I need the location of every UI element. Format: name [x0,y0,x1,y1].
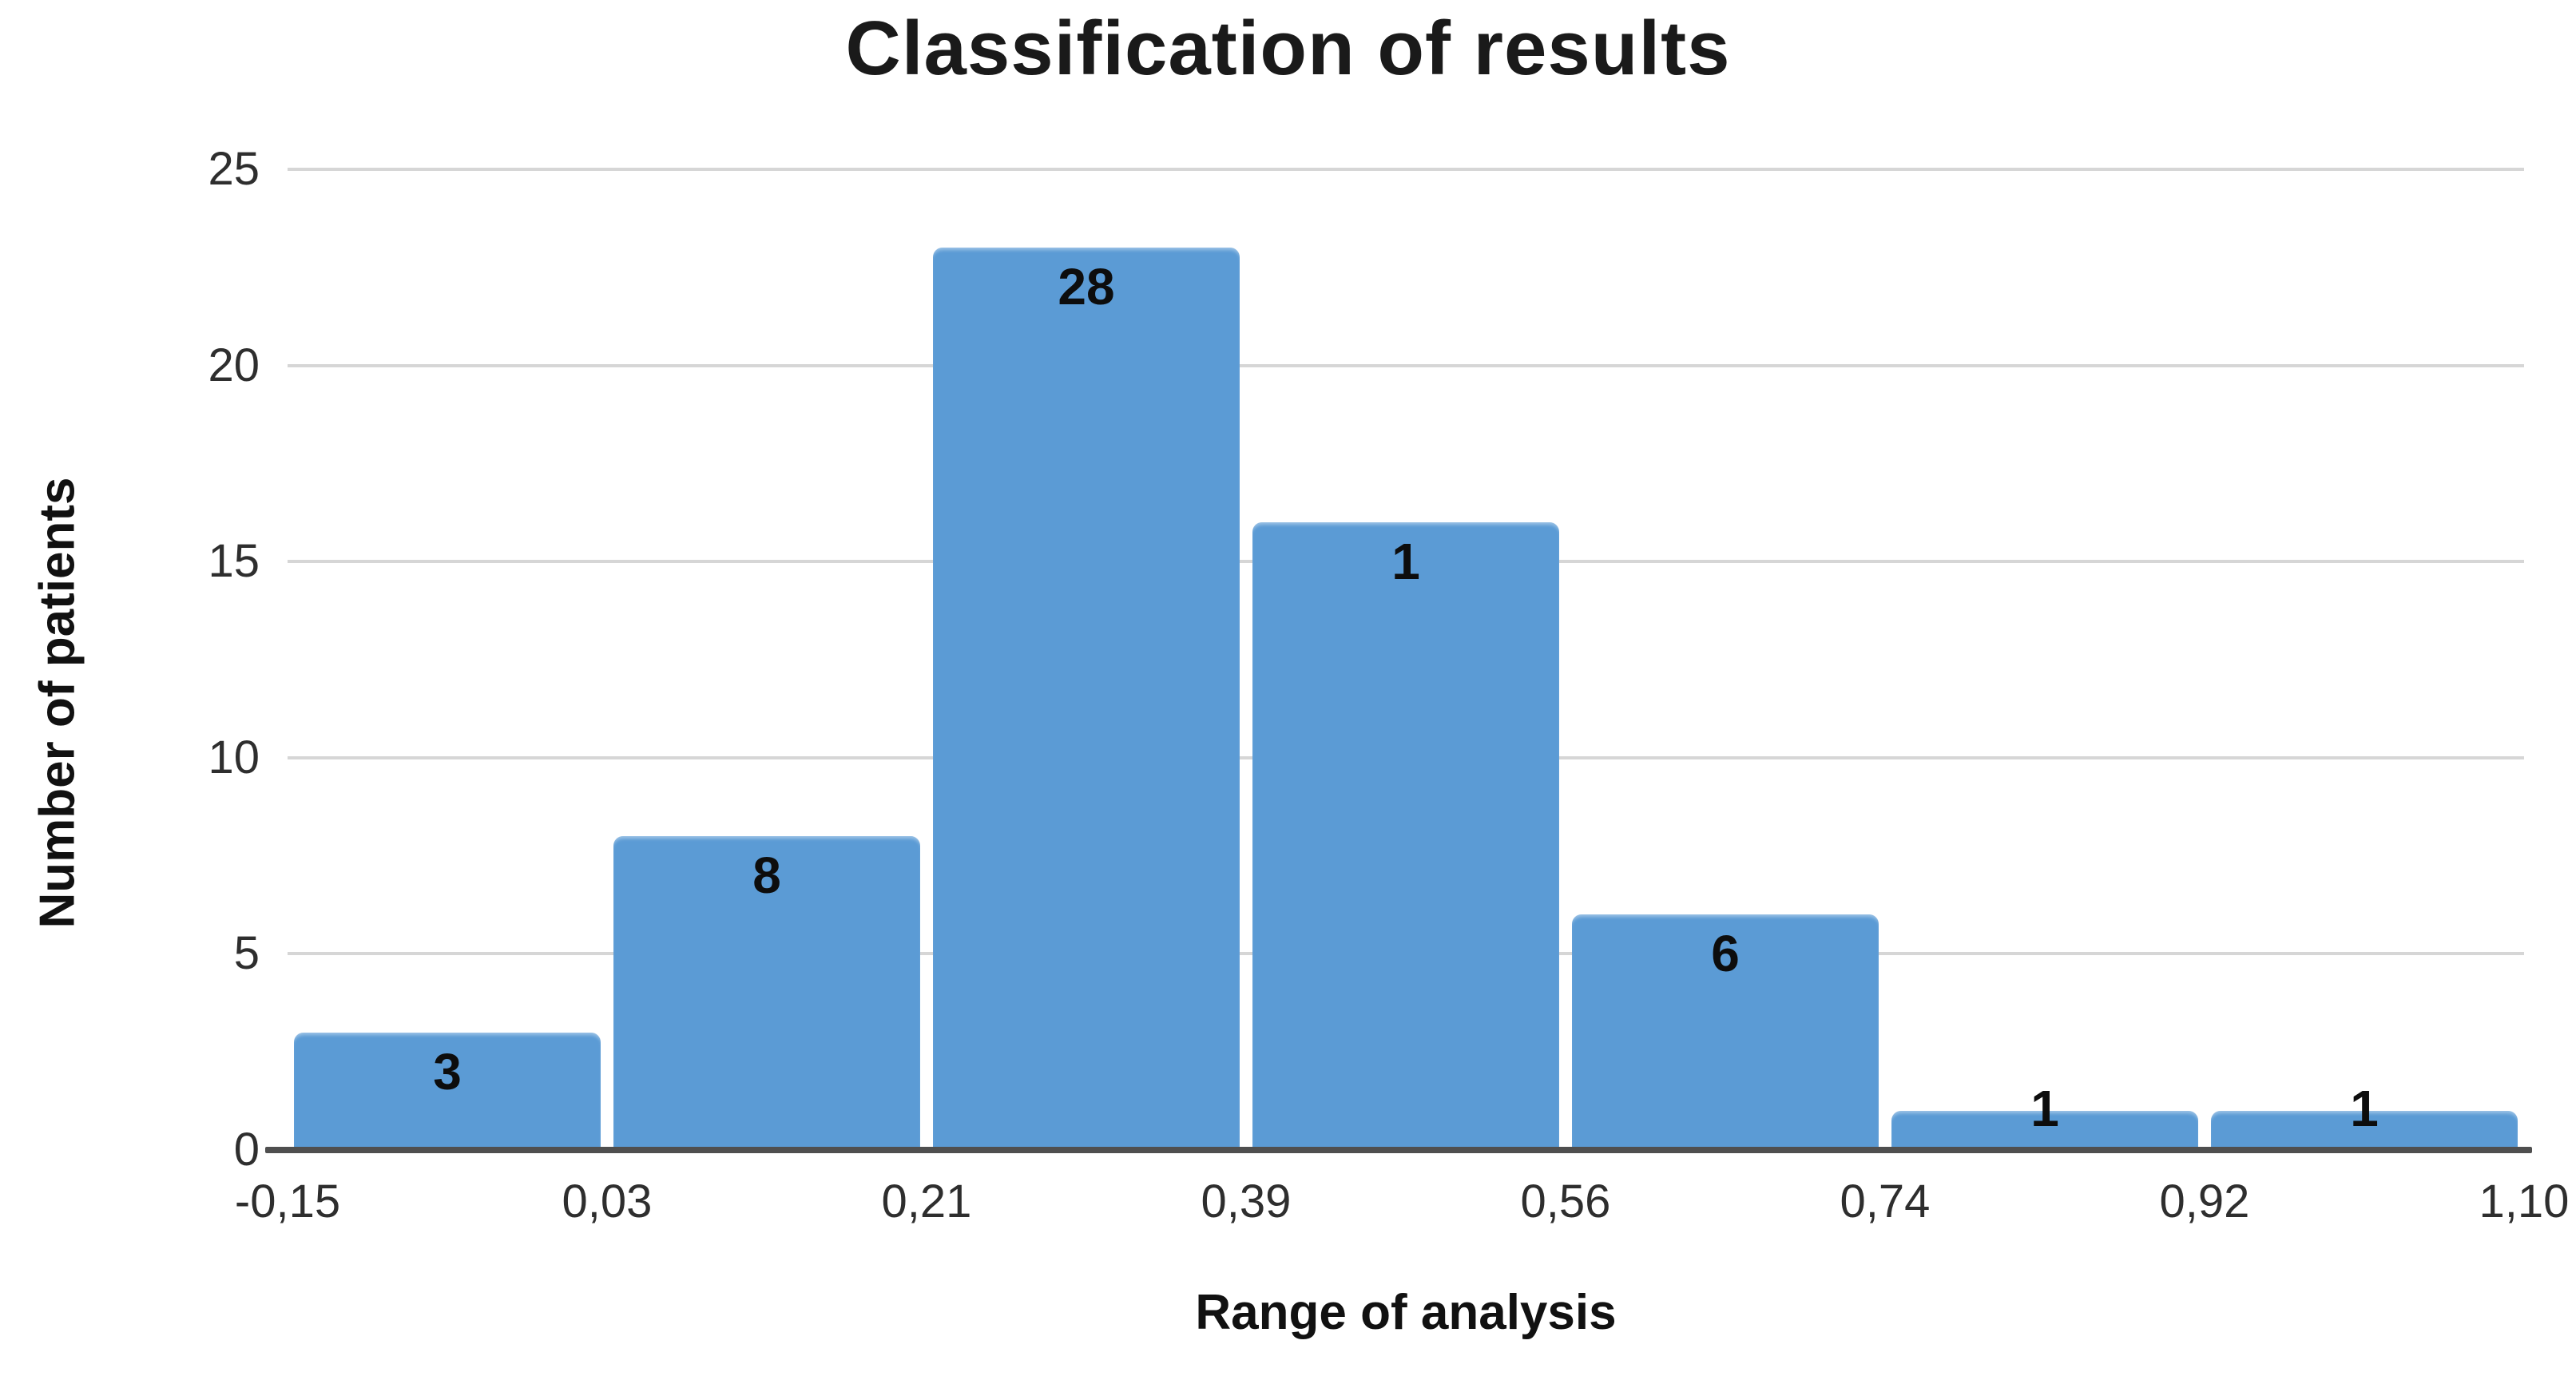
y-tick-label: 20 [208,339,260,391]
x-tick-label: 0,21 [881,1176,972,1227]
bar-value-label: 1 [2350,1079,2379,1137]
x-tick-label: 0,56 [1520,1176,1611,1227]
y-tick-label: 15 [208,535,260,588]
histogram-bar [613,836,920,1150]
y-tick-label: 10 [208,731,260,783]
x-tick-label: 0,39 [1201,1176,1292,1227]
x-tick-labels: -0,15 0,03 0,21 0,39 0,56 0,74 0,92 1,10 [235,1174,2570,1246]
x-tick-label: 0,74 [1840,1176,1931,1227]
x-tick-label: -0,15 [234,1176,341,1227]
gridline [288,363,2524,367]
histogram-bar [1572,914,1879,1150]
y-tick-labels: 25 20 15 10 5 0 [0,143,260,1176]
x-tick-label: 0,03 [562,1176,653,1227]
y-tick-label: 0 [233,1124,260,1176]
plot-area: 3 8 28 1 6 1 1 [265,168,2532,1153]
gridline [288,168,2524,171]
histogram-bar [933,248,1240,1150]
x-tick-label: 0,92 [2159,1176,2250,1227]
histogram-bar [1252,522,1559,1150]
histogram-bar [1891,1110,2198,1150]
x-axis-line [265,1147,2532,1153]
bar-value-label: 28 [1058,258,1115,316]
chart-title: Classification of results [845,6,1731,91]
bar-value-label: 8 [752,847,781,905]
bar-value-label: 3 [433,1042,462,1100]
x-axis-title: Range of analysis [1195,1285,1617,1340]
bars-layer: 3 8 28 1 6 1 1 [288,169,2524,1150]
histogram-bar [294,1032,601,1150]
y-tick-label: 5 [233,927,260,980]
histogram-bar [2211,1110,2518,1150]
bar-value-label: 1 [1391,533,1420,591]
y-tick-label: 25 [208,143,260,195]
bar-value-label: 1 [2030,1079,2059,1137]
bar-value-label: 6 [1711,925,1740,983]
x-tick-label: 1,10 [2479,1176,2570,1227]
